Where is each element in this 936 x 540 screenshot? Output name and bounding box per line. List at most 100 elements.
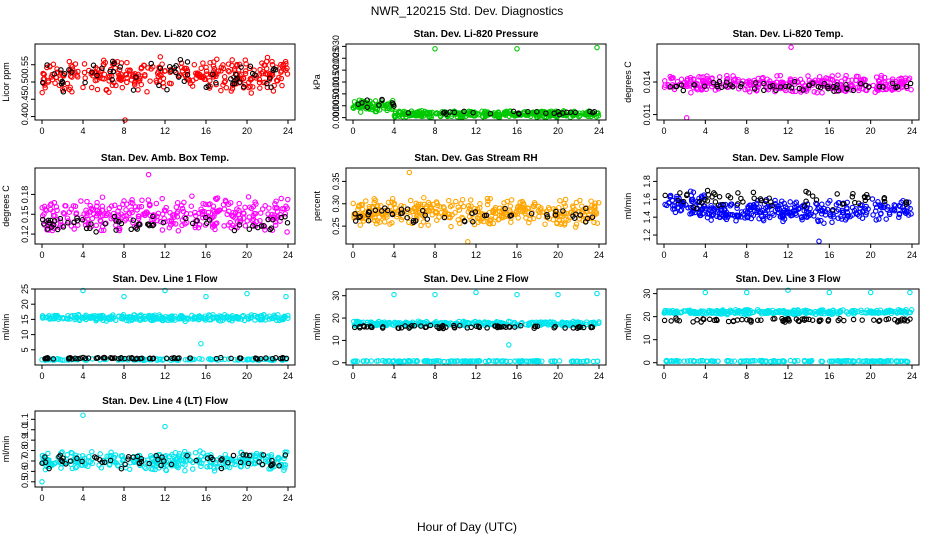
- data-point: [704, 198, 711, 204]
- data-point: [229, 85, 236, 92]
- data-point: [285, 196, 291, 203]
- data-point: [167, 209, 173, 216]
- x-tick-label: 12: [783, 371, 793, 381]
- data-point: [189, 220, 196, 227]
- data-point: [60, 210, 67, 216]
- data-point: [116, 355, 122, 362]
- data-point: [467, 111, 474, 117]
- data-point: [147, 78, 153, 84]
- data-point: [231, 81, 238, 87]
- data-point: [282, 58, 289, 65]
- data-point: [81, 69, 88, 76]
- data-point: [74, 455, 80, 462]
- data-point: [808, 211, 814, 217]
- data-point: [704, 73, 710, 79]
- data-point: [712, 199, 719, 205]
- data-point: [549, 358, 556, 365]
- data-point: [116, 227, 123, 234]
- outlier-point: [555, 291, 561, 298]
- data-point: [877, 211, 884, 217]
- data-point: [421, 194, 427, 201]
- x-tick-label: 8: [121, 493, 126, 503]
- data-point: [815, 217, 821, 223]
- data-point: [789, 88, 796, 95]
- y-tick-label: 10: [642, 335, 652, 345]
- data-point: [269, 72, 276, 78]
- data-point: [202, 317, 209, 323]
- x-axis: 0 4 8 12 16 20 24: [39, 487, 293, 503]
- y-tick-label: 25: [20, 284, 30, 294]
- data-point: [819, 208, 826, 214]
- data-point: [68, 223, 75, 229]
- y-tick-label: 15: [20, 314, 30, 324]
- data-point: [460, 322, 466, 328]
- data-point: [773, 87, 779, 94]
- data-point: [851, 311, 857, 317]
- data-point: [699, 357, 706, 364]
- data-point: [593, 209, 600, 216]
- data-point: [93, 222, 99, 229]
- data-point: [379, 325, 386, 331]
- data-point: [203, 68, 210, 74]
- data-point: [451, 322, 457, 329]
- data-point: [48, 224, 55, 230]
- data-point: [670, 203, 676, 209]
- data-point: [818, 217, 824, 224]
- data-point: [795, 307, 801, 313]
- data-point: [769, 210, 775, 217]
- y-tick-label: 0.30: [331, 195, 341, 213]
- data-point: [556, 204, 562, 211]
- data-point: [791, 309, 797, 315]
- data-point: [174, 463, 180, 470]
- data-point: [569, 322, 576, 328]
- data-point: [83, 207, 89, 214]
- panel-title: Stan. Dev. Line 1 Flow: [113, 274, 218, 285]
- data-point: [496, 208, 503, 215]
- data-point: [761, 87, 767, 94]
- data-point: [236, 222, 243, 228]
- data-point: [247, 83, 253, 90]
- data-point: [139, 197, 145, 204]
- data-point: [245, 460, 252, 467]
- data-point: [447, 109, 453, 115]
- y-axis-label: ml/min: [623, 193, 633, 220]
- data-point: [567, 109, 574, 115]
- data-point: [811, 89, 817, 95]
- data-point: [200, 60, 206, 66]
- data-point: [79, 217, 86, 223]
- data-point: [780, 212, 786, 218]
- y-tick-label: 0.030: [331, 35, 341, 58]
- data-point: [382, 207, 388, 214]
- data-point: [247, 63, 254, 70]
- data-point: [180, 458, 187, 464]
- data-points: [661, 44, 914, 121]
- data-point: [124, 59, 130, 66]
- data-point: [492, 214, 499, 221]
- data-point: [115, 218, 122, 225]
- data-point: [115, 463, 121, 469]
- data-point: [229, 57, 235, 63]
- data-point: [371, 199, 377, 206]
- data-point: [407, 197, 414, 204]
- data-point: [593, 113, 600, 120]
- data-point: [133, 74, 139, 80]
- data-point: [513, 209, 520, 216]
- data-point: [506, 324, 512, 330]
- data-point: [94, 72, 100, 79]
- data-point: [476, 324, 483, 331]
- data-point: [192, 450, 199, 456]
- data-point: [203, 64, 209, 71]
- data-point: [389, 195, 396, 202]
- data-point: [850, 87, 857, 94]
- x-tick-label: 0: [39, 126, 44, 136]
- data-point: [562, 325, 568, 331]
- data-point: [542, 221, 548, 227]
- outlier-point: [514, 46, 520, 52]
- data-point: [458, 200, 464, 207]
- x-axis: 0 4 8 12 16 20 24: [661, 120, 917, 136]
- data-point: [236, 315, 242, 322]
- data-point: [384, 105, 390, 112]
- data-point: [871, 317, 877, 323]
- data-point: [872, 208, 879, 214]
